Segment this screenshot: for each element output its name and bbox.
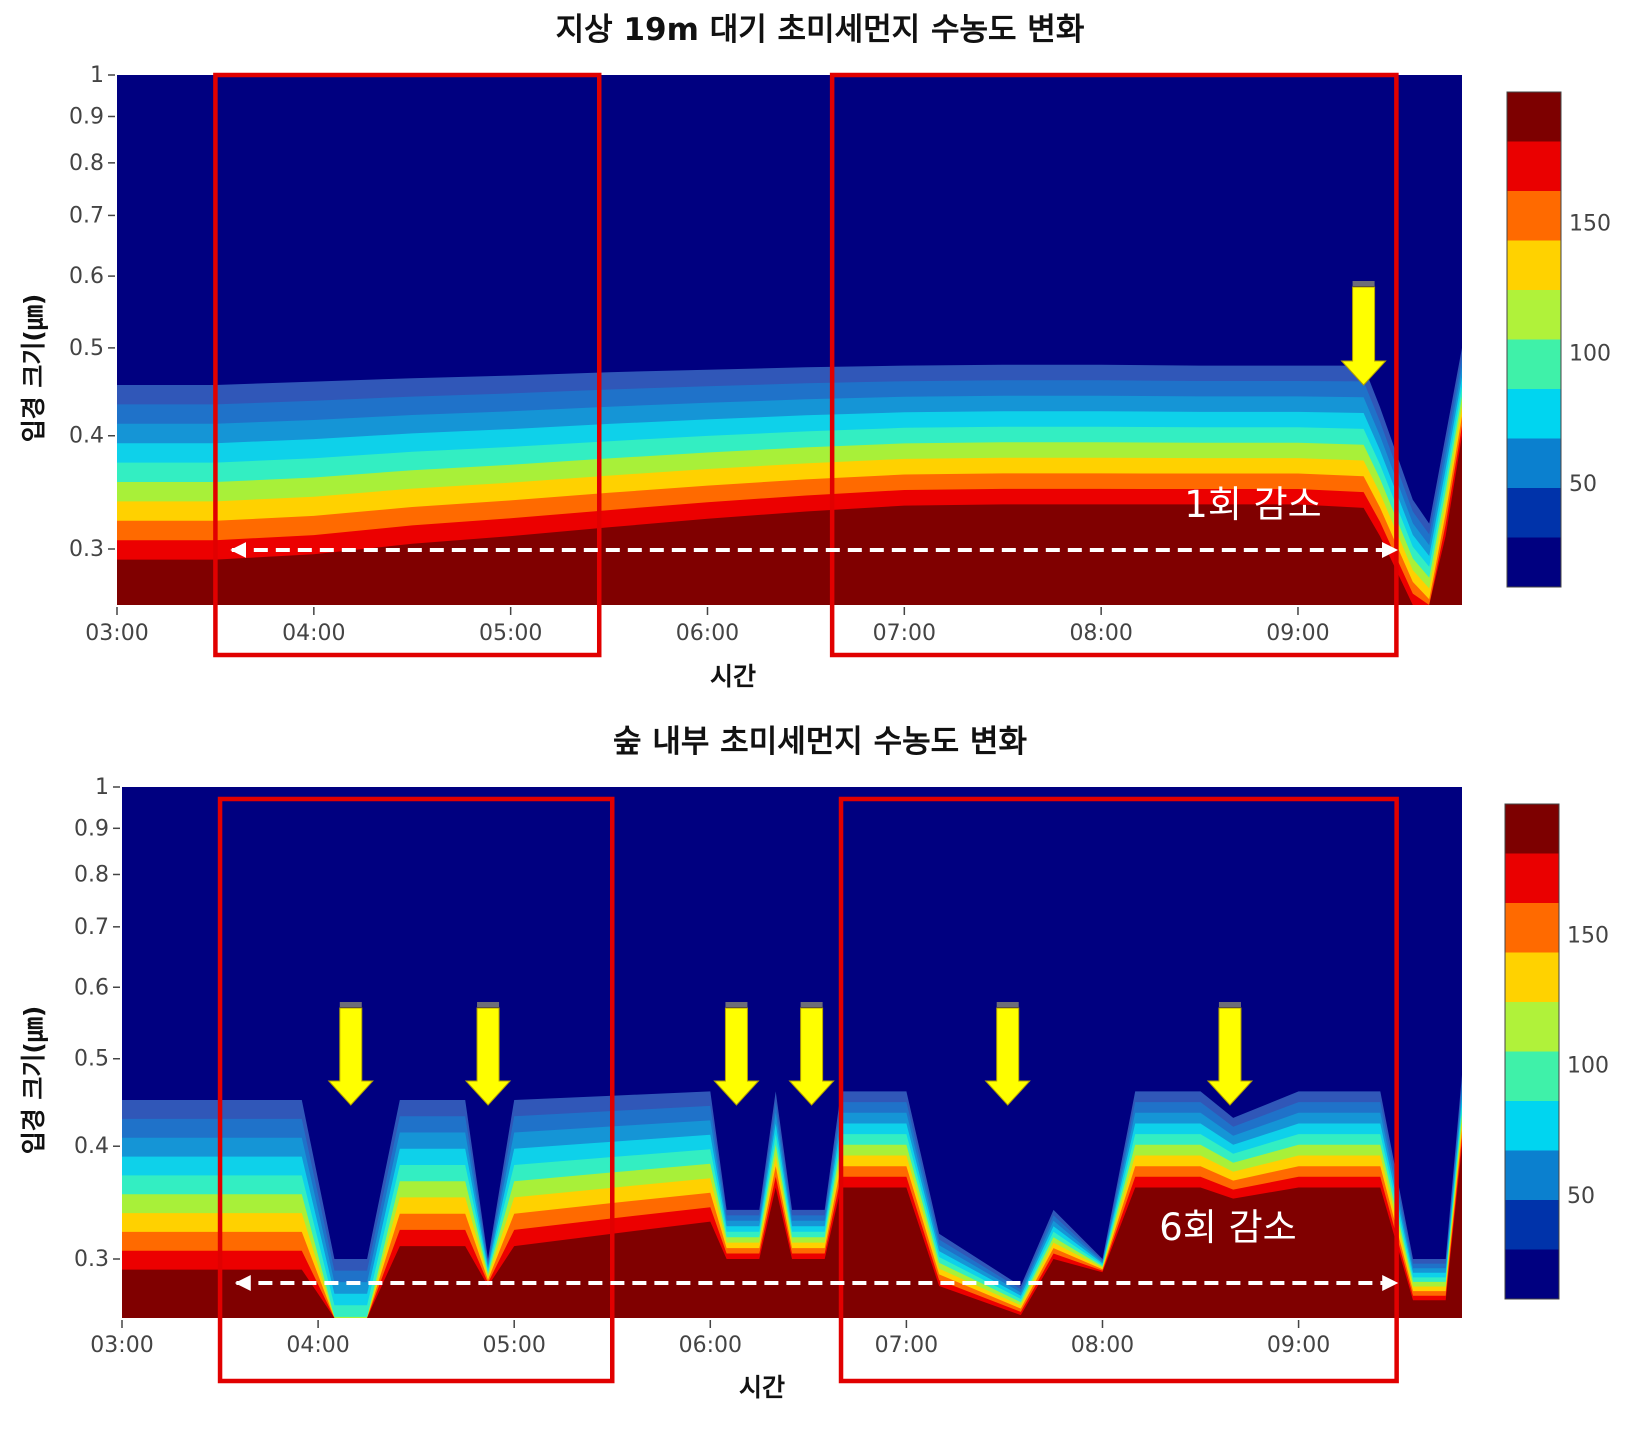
x-tick-label-4: 07:00 [873,621,936,646]
colorbar-swatch-9 [1507,537,1561,588]
colorbar-tick-label-2: 50 [1567,1184,1595,1209]
colorbar-swatch-8 [1507,488,1561,538]
y-tick-label-6: 0.4 [69,424,104,449]
colorbar-tick-label-0: 150 [1569,211,1611,236]
colorbar-bottom: 150 100 50 [1504,803,1609,1300]
y-tick-label-5: 0.5 [74,1047,109,1072]
y-tick-label-1: 0.9 [74,816,109,841]
colorbar-tick-label-1: 100 [1569,342,1611,367]
colorbar-swatch-0 [1507,92,1561,142]
decrease-arrow-cap-5 [1218,1002,1241,1007]
chart-panel-top: 지상 19m 대기 초미세먼지 수농도 변화 1 0.9 0.8 0.7 0.6 0.5 0… [19,12,1611,691]
decrease-arrow-cap-3 [800,1002,823,1007]
colorbar-swatch-6 [1507,389,1561,439]
colorbar-swatch-6 [1505,1101,1559,1151]
colorbar-swatch-5 [1505,1051,1559,1102]
x-axis-label-top: 시간 [710,662,756,691]
decrease-arrow-cap-1 [477,1002,500,1007]
decrease-arrow-2 [713,1007,760,1106]
x-axis-label-bottom: 시간 [739,1373,785,1402]
decrease-arrow-4 [984,1007,1031,1106]
x-tick-label-3: 06:00 [679,1333,742,1358]
highlight-box-0 [213,72,602,658]
colorbar-swatch-0 [1505,804,1559,854]
colorbar-frame [1504,803,1560,1300]
y-tick-label-4: 0.6 [69,264,104,289]
colorbar-swatch-1 [1505,853,1559,904]
y-tick-label-3: 0.7 [69,203,104,228]
colorbar-swatch-2 [1507,191,1561,241]
colorbar-swatch-4 [1507,290,1561,340]
y-axis-bottom: 1 0.9 0.8 0.7 0.6 0.5 0.4 0.3 [74,775,120,1272]
x-tick-label-6: 09:00 [1267,1333,1330,1358]
colorbar-swatch-2 [1505,903,1559,953]
colorbar-top: 150 100 50 [1506,91,1611,588]
x-tick-label-4: 07:00 [875,1333,938,1358]
x-axis-bottom: 03:00 04:00 05:00 06:00 07:00 08:00 09:00 [90,1320,1330,1358]
chart-title-bottom: 숲 내부 초미세먼지 수농도 변화 [613,724,1027,760]
y-tick-label-5: 0.5 [69,336,104,361]
x-axis-top: 03:00 04:00 05:00 06:00 07:00 08:00 09:00 [85,607,1330,646]
colorbar-tick-label-2: 50 [1569,472,1597,497]
decrease-arrow-cap-2 [725,1002,748,1007]
y-tick-label-2: 0.8 [74,862,109,887]
decrease-arrow-3 [788,1007,835,1106]
decrease-arrow-0 [327,1007,374,1106]
x-tick-label-3: 06:00 [676,621,739,646]
x-tick-label-2: 05:00 [482,1333,545,1358]
x-tick-label-0: 03:00 [90,1333,153,1358]
y-tick-label-7: 0.3 [74,1247,109,1272]
y-tick-label-2: 0.8 [69,151,104,176]
highlight-box-1 [829,72,1399,658]
decrease-count-label-top: 1회 감소 [1184,483,1321,526]
y-tick-label-1: 0.9 [69,104,104,129]
colorbar-swatch-9 [1505,1249,1559,1300]
decrease-arrow-cap-0 [339,1002,362,1007]
decrease-arrow-0 [1340,286,1387,386]
colorbar-swatch-3 [1507,240,1561,291]
colorbar-swatch-8 [1505,1200,1559,1250]
decrease-arrow-cap-4 [996,1002,1019,1007]
y-axis-top: 1 0.9 0.8 0.7 0.6 0.5 0.4 0.3 [69,63,115,562]
decrease-arrow-1 [464,1007,512,1106]
x-tick-label-2: 05:00 [479,621,542,646]
colorbar-swatch-3 [1505,952,1559,1003]
colorbar-swatch-1 [1507,141,1561,192]
x-tick-label-1: 04:00 [282,621,345,646]
x-tick-label-5: 08:00 [1071,1333,1134,1358]
highlight-marks-top [213,72,1399,658]
highlight-marks-bottom [217,796,1399,1384]
y-tick-label-4: 0.6 [74,975,109,1000]
y-tick-label-7: 0.3 [69,537,104,562]
colorbar-tick-label-0: 150 [1567,923,1609,948]
colorbar-swatch-7 [1507,438,1561,489]
chart-title-top: 지상 19m 대기 초미세먼지 수농도 변화 [556,12,1085,48]
colorbar-swatch-5 [1507,339,1561,390]
y-tick-label-3: 0.7 [74,915,109,940]
x-tick-label-6: 09:00 [1266,621,1329,646]
highlight-box-0 [217,796,615,1384]
y-axis-label-bottom: 입경 크기(㎛) [19,1006,49,1155]
decrease-count-label-bottom: 6회 감소 [1159,1206,1296,1249]
colorbar-tick-label-1: 100 [1567,1054,1609,1079]
x-tick-label-1: 04:00 [286,1333,349,1358]
x-tick-label-0: 03:00 [85,621,148,646]
y-tick-label-0: 1 [90,63,104,88]
chart-panel-bottom: 숲 내부 초미세먼지 수농도 변화 1 0.9 0.8 0.7 0.6 0.5 0.4 0.3… [19,724,1609,1402]
colorbar-swatch-4 [1505,1002,1559,1052]
y-tick-label-6: 0.4 [74,1134,109,1159]
decrease-arrow-cap-0 [1352,281,1375,286]
x-tick-label-5: 08:00 [1069,621,1132,646]
y-tick-label-0: 1 [95,775,109,800]
y-axis-label-top: 입경 크기(㎛) [19,294,49,443]
decrease-arrow-5 [1206,1007,1254,1106]
contour-band-9-top [117,435,1462,605]
highlight-box-1 [838,796,1399,1384]
colorbar-swatch-7 [1505,1150,1559,1201]
colorbar-frame [1506,91,1562,588]
